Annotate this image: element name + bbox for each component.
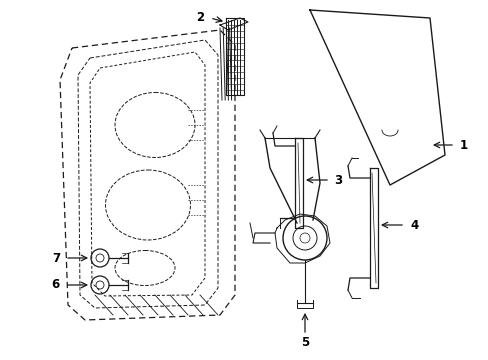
Text: 3: 3: [333, 174, 342, 186]
Polygon shape: [309, 10, 444, 185]
Text: 6: 6: [52, 279, 60, 292]
Text: 2: 2: [196, 10, 203, 23]
Text: 7: 7: [52, 252, 60, 265]
Polygon shape: [220, 18, 247, 30]
Text: 1: 1: [459, 139, 467, 152]
Text: 4: 4: [409, 219, 417, 231]
Text: 5: 5: [300, 336, 308, 348]
